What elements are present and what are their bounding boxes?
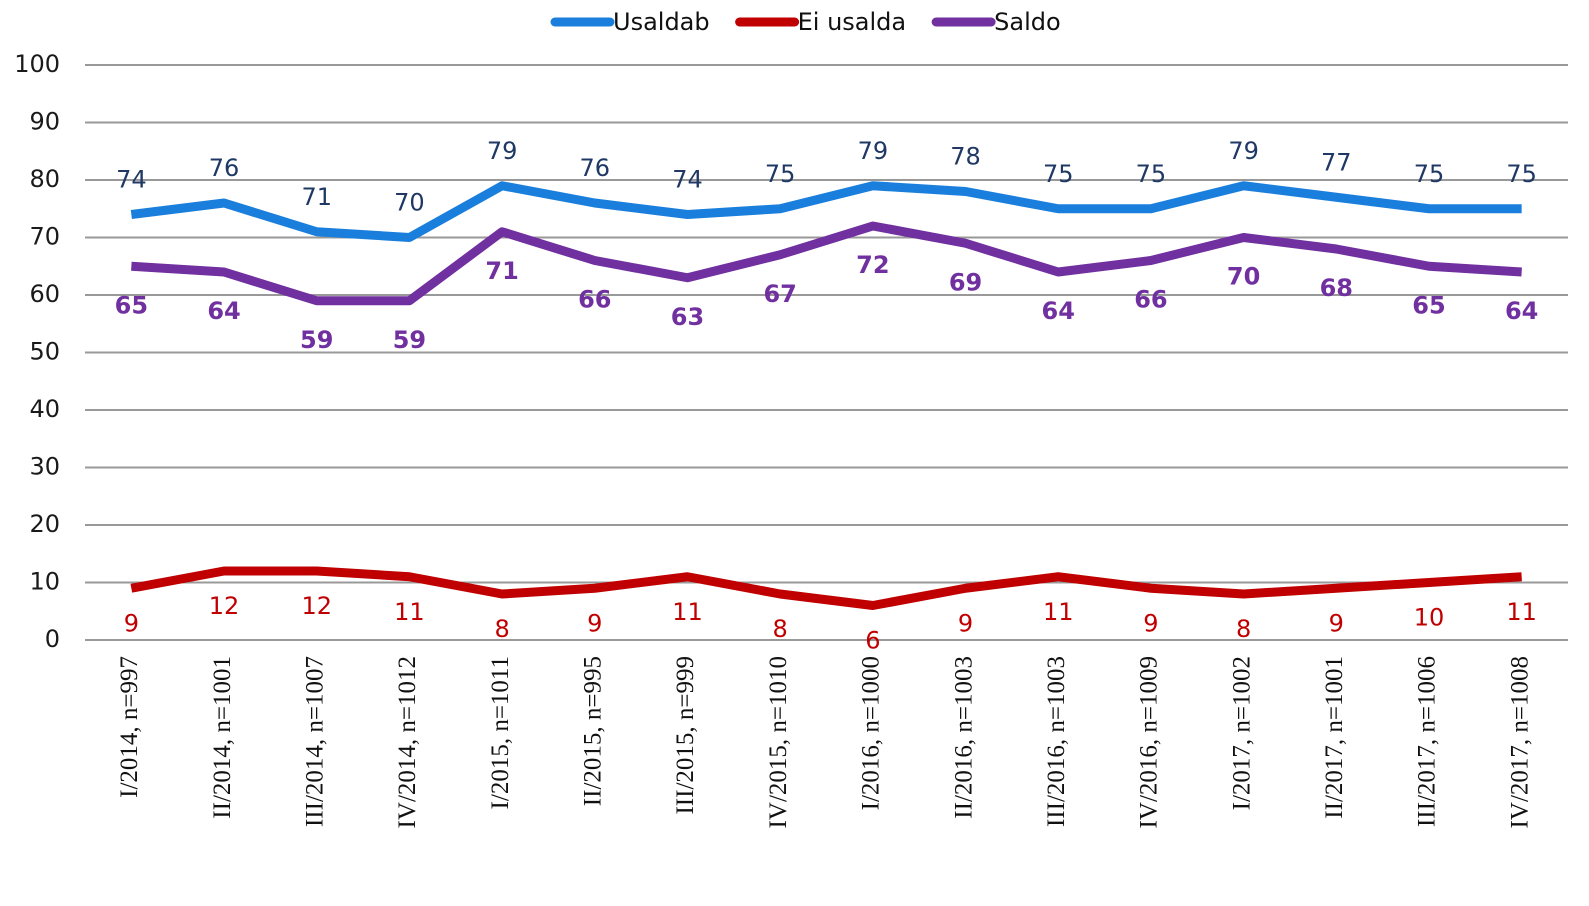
data-label: 75 [1414,160,1445,188]
x-tick-label: II/2015, n=995 [580,656,607,806]
data-label: 11 [394,598,425,626]
y-tick-label: 10 [29,568,60,596]
data-label: 76 [580,154,611,182]
data-label: 74 [672,166,703,194]
y-tick-label: 60 [29,280,60,308]
x-tick-label: I/2016, n=1000 [858,656,885,810]
data-label: 9 [958,609,973,637]
data-label: 10 [1414,604,1445,632]
y-tick-label: 90 [29,108,60,136]
data-label: 9 [124,609,139,637]
data-label: 9 [587,609,602,637]
data-label: 69 [949,268,982,296]
y-tick-label: 30 [29,453,60,481]
y-tick-label: 50 [29,338,60,366]
x-tick-label: III/2014, n=1007 [301,656,328,827]
data-label: 77 [1321,148,1352,176]
data-label: 79 [1228,137,1259,165]
data-label: 9 [1143,609,1158,637]
x-tick-label: IV/2017, n=1008 [1506,656,1533,828]
data-label: 72 [856,251,889,279]
x-tick-label: II/2014, n=1001 [209,656,236,819]
x-tick-label: IV/2014, n=1012 [394,656,421,828]
y-tick-label: 0 [45,625,60,653]
data-label: 6 [865,627,880,655]
y-tick-label: 80 [29,165,60,193]
x-tick-label: I/2015, n=1011 [487,656,514,809]
data-label: 78 [950,143,981,171]
series-line [130,181,1522,242]
data-label: 79 [858,137,889,165]
data-label: 75 [1043,160,1074,188]
data-label: 74 [116,166,147,194]
y-tick-label: 20 [29,510,60,538]
legend-label: Saldo [994,8,1061,36]
data-label: 12 [209,592,240,620]
data-label: 75 [1136,160,1167,188]
data-label: 8 [773,615,788,643]
x-tick-label: III/2016, n=1003 [1043,656,1070,827]
data-label: 8 [1236,615,1251,643]
data-label: 68 [1320,274,1353,302]
data-label: 59 [393,326,426,354]
x-tick-label: IV/2015, n=1010 [765,656,792,828]
x-tick-label: III/2017, n=1006 [1414,656,1441,827]
x-tick-label: II/2017, n=1001 [1321,656,1348,819]
data-label: 64 [1042,297,1075,325]
data-label: 63 [671,303,704,331]
x-tick-label: III/2015, n=999 [672,656,699,815]
data-label: 75 [765,160,796,188]
legend-label: Ei usalda [798,8,907,36]
data-label: 76 [209,154,240,182]
data-label: 75 [1506,160,1537,188]
series-line [131,221,1522,306]
data-label: 11 [1043,598,1074,626]
data-label: 65 [1412,291,1445,319]
data-label: 71 [485,257,518,285]
data-label: 66 [1134,286,1167,314]
data-label: 71 [301,183,332,211]
data-label: 64 [1505,297,1538,325]
data-label: 65 [115,291,148,319]
x-tick-label: I/2014, n=997 [116,656,143,798]
data-label: 12 [301,592,332,620]
y-tick-label: 70 [29,223,60,251]
data-label: 70 [394,189,425,217]
data-label: 8 [494,615,509,643]
x-tick-label: II/2016, n=1003 [950,656,977,819]
x-tick-label: IV/2016, n=1009 [1136,656,1163,828]
data-label: 79 [487,137,518,165]
series-line [130,566,1522,610]
data-label: 70 [1227,263,1260,291]
x-tick-label: I/2017, n=1002 [1228,656,1255,810]
data-label: 59 [300,326,333,354]
legend-label: Usaldab [613,8,710,36]
data-label: 11 [1506,598,1537,626]
data-label: 64 [207,297,240,325]
data-label: 67 [763,280,796,308]
data-label: 11 [672,598,703,626]
y-tick-label: 40 [29,395,60,423]
data-label: 9 [1329,609,1344,637]
data-label: 66 [578,286,611,314]
y-tick-label: 100 [14,50,60,78]
